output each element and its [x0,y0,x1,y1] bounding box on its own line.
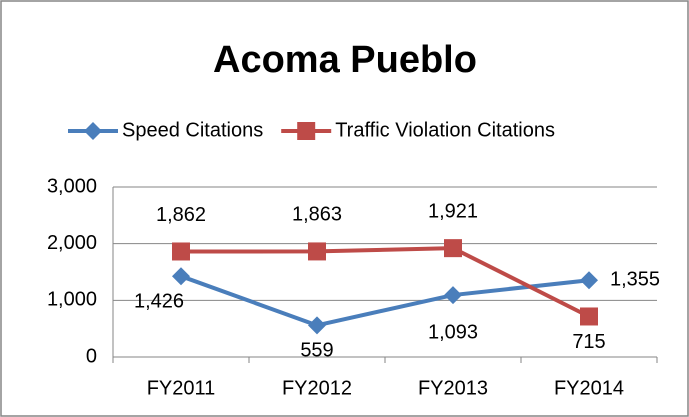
series-line [180,274,590,328]
data-label: 1,862 [156,204,206,226]
legend-label: Speed Citations [122,119,263,141]
data-label: 1,863 [292,204,342,226]
y-tick-label: 1,000 [47,289,97,311]
x-tick-label: FY2013 [418,377,488,399]
data-point [172,242,190,261]
data-point [308,316,326,335]
data-point [580,271,598,290]
legend-marker [297,122,316,140]
x-tick-label: FY2014 [554,377,624,399]
chart-title: Acoma Pueblo [213,39,477,81]
data-label: 559 [300,340,333,362]
y-tick-label: 0 [86,345,97,367]
y-tick-label: 2,000 [47,232,97,254]
y-tick-label: 3,000 [47,175,97,197]
data-label: 1,093 [428,321,478,343]
data-label: 1,921 [428,200,478,222]
x-tick-label: FY2012 [282,377,352,399]
x-tick-label: FY2011 [147,377,216,399]
data-label: 1,355 [610,268,660,290]
legend-label: Traffic Violation Citations [335,119,555,141]
series-line [180,246,590,319]
data-point [172,267,190,286]
data-label: 1,426 [134,290,184,312]
legend-marker [84,122,102,140]
data-label: 715 [572,331,605,353]
data-point [308,242,326,261]
data-point [444,239,462,258]
data-point [580,307,598,326]
data-point [444,286,462,305]
